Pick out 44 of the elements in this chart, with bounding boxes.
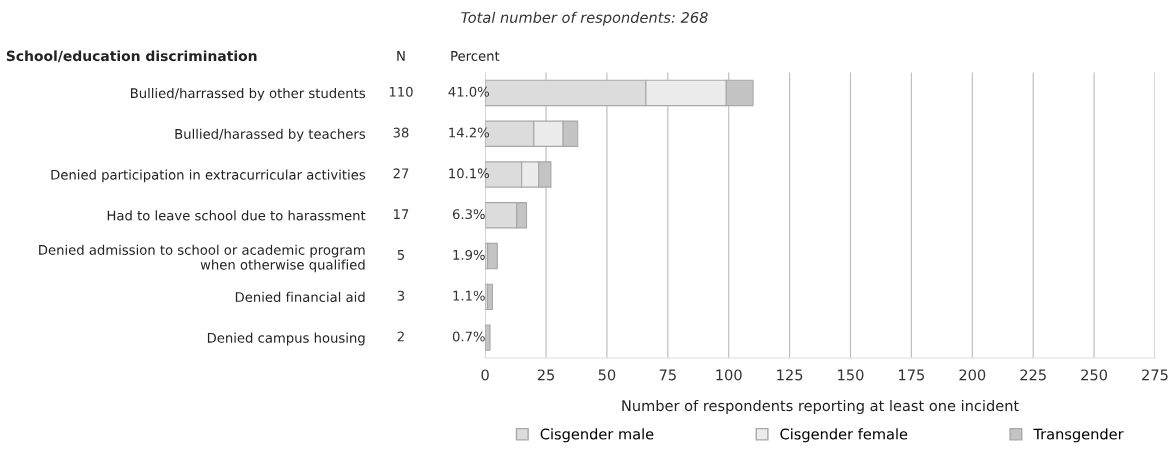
- bar: [487, 283, 493, 311]
- x-tick-label: 275: [1142, 369, 1168, 381]
- x-tick-label: 175: [899, 369, 925, 381]
- annotation: 10.1%: [449, 168, 489, 179]
- x-tick-label: 0: [481, 369, 489, 381]
- x-tick-label: 250: [1081, 369, 1108, 381]
- y-tick-label: Denied financial aid: [235, 291, 365, 303]
- legend-label: Transgender: [1033, 428, 1124, 443]
- text: 0.7%: [452, 331, 485, 342]
- text: 110: [389, 86, 413, 97]
- y-tick-label: Denied participation in extracurricular activities: [51, 169, 366, 183]
- text: School/education discrimination: [6, 50, 257, 63]
- x-tick-label: 75: [659, 369, 676, 381]
- x-tick-label: 125: [777, 369, 803, 381]
- text: 27: [393, 168, 409, 179]
- annotation: 41.0%: [448, 86, 489, 97]
- text: Percent: [451, 51, 500, 61]
- bar: [485, 324, 491, 351]
- bar: [487, 242, 498, 270]
- y-tick-label: Had to leave school due to harassment: [107, 210, 366, 221]
- x-tick-label: 150: [838, 369, 864, 381]
- text: 1.1%: [453, 290, 485, 301]
- text: 3: [397, 290, 405, 301]
- legend-label: Cisgender female: [780, 428, 908, 443]
- x-tick-label: 225: [1020, 369, 1046, 381]
- text: 38: [393, 127, 409, 138]
- legend-label: Cisgender male: [540, 428, 654, 443]
- text: 1.9%: [453, 249, 485, 260]
- y-tick-label: Bullied/harassed by teachers: [175, 128, 366, 142]
- x-tick-label: 50: [598, 369, 616, 381]
- x-axis-title: Number of respondents reporting at least one incident: [622, 399, 1019, 415]
- x-tick-label: 100: [716, 369, 742, 381]
- x-tick-label: 200: [959, 369, 986, 381]
- chart-title: Total number of respondents: 268: [461, 11, 708, 26]
- text: 5: [397, 250, 405, 260]
- annotation: 14.2%: [449, 127, 489, 138]
- text: N: [397, 51, 405, 61]
- text: 17: [394, 209, 409, 219]
- text: 6.3%: [452, 209, 485, 220]
- y-tick-label: Denied campus housing: [207, 332, 365, 346]
- y-tick-label: Bullied/harrassed by other students: [131, 87, 366, 101]
- text: 2: [397, 331, 404, 342]
- y-tick-label: Denied admission to school or academic program when otherwise qualified: [39, 244, 365, 273]
- x-tick-label: 25: [537, 369, 555, 381]
